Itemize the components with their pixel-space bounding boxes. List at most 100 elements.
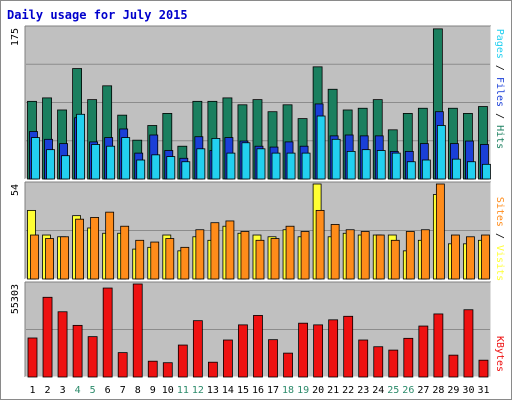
pages-bar — [316, 115, 326, 180]
x-axis-label: 15 — [237, 385, 249, 396]
pages-bar — [436, 125, 446, 180]
pages-bar — [271, 152, 281, 180]
x-axis-label: 19 — [297, 385, 309, 396]
pages-bar — [376, 150, 386, 180]
pages-bar — [106, 145, 116, 180]
kbytes-bar — [403, 337, 414, 378]
sites-bar — [466, 236, 475, 280]
legend-pages: Pages — [494, 29, 505, 59]
pages-bar — [151, 154, 161, 180]
sites-bar — [180, 246, 190, 280]
x-axis-label: 22 — [342, 385, 354, 396]
sites-bar — [481, 234, 490, 280]
pages-bar — [166, 156, 176, 180]
sites-bar — [435, 183, 445, 280]
x-axis-label: 3 — [60, 385, 66, 396]
kbytes-bar — [418, 325, 429, 378]
x-axis-label: 10 — [162, 385, 174, 396]
kbytes-bar — [102, 287, 113, 378]
sites-bar — [345, 229, 355, 280]
sites-bar — [90, 217, 100, 280]
kbytes-bar — [283, 352, 293, 378]
x-axis-label: 7 — [120, 385, 126, 396]
kbytes-bar — [162, 362, 173, 378]
pages-bar — [46, 149, 55, 180]
sites-bar — [105, 211, 115, 280]
sites-bar — [150, 241, 160, 280]
x-axis-label: 11 — [177, 385, 189, 396]
x-axis-label: 30 — [462, 385, 474, 396]
legend-files: Files — [494, 77, 505, 107]
x-axis-label: 18 — [282, 385, 294, 396]
kbytes-bar — [433, 313, 444, 378]
legend-visits: Visits — [494, 245, 505, 281]
x-axis-label: 21 — [327, 385, 339, 396]
pages-bar — [467, 161, 476, 180]
x-axis-label: 6 — [105, 385, 111, 396]
x-axis-label: 12 — [192, 385, 204, 396]
pages-bar — [346, 150, 356, 180]
sites-bar — [45, 238, 54, 280]
kbytes-bar — [463, 309, 474, 378]
sites-bar — [165, 238, 175, 280]
sites-bar — [225, 220, 235, 280]
kbytes-bar — [132, 283, 143, 378]
x-axis-label: 17 — [267, 385, 279, 396]
kbytes-bar — [147, 360, 158, 378]
x-axis-label: 9 — [150, 385, 156, 396]
kbytes-bar — [478, 359, 489, 378]
x-axis-label: 14 — [222, 385, 234, 396]
sites-bar — [60, 236, 69, 280]
x-axis-label: 4 — [75, 385, 81, 396]
legend-visits-sites: Sites / Visits — [494, 197, 505, 281]
sites-bar — [30, 234, 39, 280]
sites-bar — [420, 229, 430, 280]
x-axis-label: 8 — [135, 385, 141, 396]
pages-bar — [196, 148, 206, 180]
sites-bar — [315, 209, 325, 280]
sites-bar — [120, 225, 130, 280]
legend-kbytes: KBytes — [494, 336, 505, 372]
kbytes-bar — [57, 311, 68, 378]
pages-bar — [61, 155, 70, 180]
sites-bar — [255, 239, 265, 280]
x-axis-label: 29 — [447, 385, 459, 396]
pages-bar — [241, 142, 251, 180]
sites-bar — [360, 231, 370, 280]
kbytes-bar — [253, 315, 263, 378]
legend-hits: Hits — [494, 125, 505, 149]
sites-bar — [451, 234, 460, 280]
pages-bar — [331, 138, 341, 180]
kbytes-bar — [177, 344, 188, 378]
x-axis-label: 5 — [90, 385, 96, 396]
sites-bar — [285, 225, 295, 280]
pages-bar — [361, 149, 371, 180]
legend-kbytes: KBytes — [494, 336, 505, 372]
x-axis-label: 25 — [387, 385, 399, 396]
panel-3-max-label: 55303 — [10, 284, 21, 314]
x-axis-label: 1 — [30, 385, 36, 396]
panel-2-max-label: 54 — [10, 184, 21, 196]
pages-bar — [406, 161, 416, 180]
x-axis-label: 20 — [312, 385, 324, 396]
sites-bar — [270, 238, 280, 280]
sites-bar — [135, 239, 145, 280]
sites-bar — [240, 231, 250, 280]
pages-bar — [31, 137, 40, 180]
kbytes-bar — [298, 322, 308, 378]
kbytes-bar — [268, 339, 278, 378]
pages-bar — [181, 161, 191, 180]
pages-bar — [91, 144, 101, 180]
pages-bar — [211, 138, 221, 180]
legend-separator: / — [494, 107, 505, 125]
kbytes-bar — [207, 361, 218, 378]
kbytes-bar — [313, 324, 324, 378]
x-axis-label: 24 — [372, 385, 384, 396]
pages-bar — [136, 159, 146, 180]
sites-bar — [210, 222, 220, 280]
pages-bar — [421, 159, 431, 180]
sites-bar — [195, 229, 205, 280]
x-axis-label: 27 — [417, 385, 429, 396]
kbytes-bar — [238, 324, 248, 378]
